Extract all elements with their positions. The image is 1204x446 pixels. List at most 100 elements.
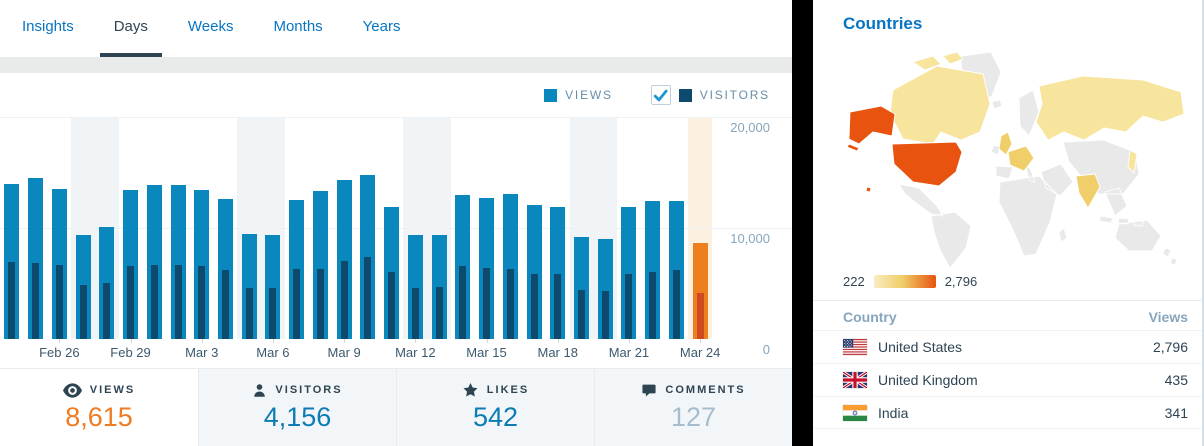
bar-mar-15[interactable] — [479, 198, 495, 339]
country-name[interactable]: India — [878, 404, 909, 421]
visitors-inner-bar — [530, 274, 538, 339]
chart-gridline — [0, 117, 792, 118]
in-flag-icon — [843, 404, 867, 421]
visitors-inner-bar — [293, 269, 301, 339]
bar-feb-26[interactable] — [51, 189, 67, 339]
tab-insights[interactable]: Insights — [22, 18, 74, 35]
tab-days[interactable]: Days — [99, 0, 162, 57]
visitors-swatch-icon — [678, 88, 692, 102]
summary-tab-views[interactable]: VIEWS 8,615 — [0, 369, 198, 446]
views-swatch-icon — [544, 88, 558, 102]
bar-mar-23[interactable] — [668, 201, 684, 339]
visitors-inner-bar — [79, 285, 87, 339]
country-row-united-states[interactable]: United States 2,796 — [813, 330, 1202, 363]
summary-value-likes: 542 — [472, 402, 519, 432]
bar-mar-16[interactable] — [502, 194, 518, 339]
bar-mar-18[interactable] — [550, 207, 566, 339]
country-column-header: Country — [843, 309, 897, 325]
visitors-inner-bar — [506, 269, 514, 339]
bar-mar-13[interactable] — [431, 235, 447, 339]
period-tabbar: Insights Days Weeks Months Years — [0, 0, 792, 57]
bar-mar-5[interactable] — [241, 234, 257, 339]
visitors-inner-bar — [411, 288, 419, 339]
bar-mar-24[interactable] — [692, 243, 708, 339]
visitors-inner-bar — [696, 293, 704, 339]
world-map[interactable] — [843, 46, 1188, 271]
bar-mar-10[interactable] — [360, 175, 376, 339]
x-axis-label: Mar 3 — [185, 345, 219, 360]
summary-tab-comments[interactable]: COMMENTS 127 — [594, 369, 792, 446]
bar-mar-8[interactable] — [312, 191, 328, 339]
tab-weeks[interactable]: Weeks — [187, 18, 234, 35]
x-axis-label: Mar 24 — [679, 345, 721, 360]
bar-mar-12[interactable] — [407, 235, 423, 339]
map-region-europe — [1007, 145, 1035, 172]
gb-flag-icon — [843, 372, 867, 388]
country-name[interactable]: United States — [878, 339, 963, 355]
countries-table-body: United States 2,796 United Kingdom 435 India… — [813, 330, 1202, 429]
map-country-uk — [998, 131, 1013, 156]
bar-mar-9[interactable] — [336, 180, 352, 339]
bar-feb-28[interactable] — [99, 227, 115, 339]
summary-label-text: LIKES — [486, 384, 530, 396]
x-axis-label: Feb 29 — [110, 345, 151, 360]
bar-feb-24[interactable] — [4, 184, 20, 339]
bar-mar-17[interactable] — [526, 205, 542, 339]
country-views-value: 341 — [1164, 404, 1188, 421]
bar-mar-6[interactable] — [265, 235, 281, 339]
map-country-russia — [1035, 75, 1185, 141]
visitors-inner-bar — [459, 266, 467, 339]
views-column-header: Views — [1148, 309, 1188, 325]
country-row-united-kingdom[interactable]: United Kingdom 435 — [813, 363, 1202, 396]
x-axis-tick — [130, 339, 132, 343]
x-axis-label: Feb 26 — [39, 345, 80, 360]
views-legend-label: VIEWS — [565, 88, 613, 102]
person-icon — [252, 383, 267, 398]
bar-mar-1[interactable] — [146, 185, 162, 339]
visitors-inner-bar — [8, 262, 16, 339]
x-axis-labels: Feb 26 Feb 29 Mar 3 Mar 6 Mar 9 Mar 12 Mar 15 M… — [0, 339, 792, 368]
summary-tab-visitors[interactable]: VISITORS 4,156 — [198, 369, 396, 446]
bar-mar-3[interactable] — [194, 190, 210, 339]
bar-feb-27[interactable] — [75, 235, 91, 339]
country-name[interactable]: United Kingdom — [878, 372, 978, 388]
summary-value-comments: 127 — [670, 401, 717, 432]
world-map-svg — [846, 51, 1185, 269]
country-row-india[interactable]: India 341 — [813, 396, 1202, 429]
visitors-inner-bar — [221, 270, 229, 339]
summary-label-text: COMMENTS — [665, 384, 746, 396]
visitors-inner-bar — [55, 265, 63, 339]
bar-mar-11[interactable] — [384, 207, 400, 339]
bar-mar-4[interactable] — [217, 199, 233, 339]
visitors-checkbox[interactable] — [650, 85, 671, 105]
visitors-inner-bar — [554, 274, 562, 339]
country-views-value: 435 — [1164, 372, 1188, 388]
bar-mar-21[interactable] — [621, 207, 637, 339]
comment-icon — [641, 383, 657, 398]
bar-mar-14[interactable] — [455, 195, 471, 339]
checkmark-icon — [654, 89, 668, 101]
summary-value-views: 8,615 — [65, 401, 133, 432]
bar-feb-29[interactable] — [123, 190, 139, 339]
bar-feb-25[interactable] — [28, 178, 44, 339]
visitors-inner-bar — [127, 266, 135, 339]
visitors-inner-bar — [364, 257, 372, 339]
summary-label-visitors: VISITORS — [252, 383, 342, 398]
bar-mar-20[interactable] — [597, 239, 613, 339]
star-icon — [462, 382, 479, 398]
summary-tab-likes[interactable]: LIKES 542 — [396, 369, 594, 446]
chart-card: VIEWS VISITORS 20,000 10,000 0 Feb 26 Feb 2… — [0, 73, 792, 446]
summary-label-text: VISITORS — [275, 384, 343, 396]
scale-gradient-bar — [873, 275, 936, 288]
tab-months[interactable]: Months — [273, 18, 323, 35]
bar-mar-19[interactable] — [573, 237, 589, 339]
map-base-landmass — [898, 51, 1178, 269]
bar-mar-2[interactable] — [170, 185, 186, 339]
tab-years[interactable]: Years — [362, 18, 401, 35]
x-axis-label: Mar 9 — [327, 345, 361, 360]
visitors-inner-bar — [174, 265, 182, 339]
x-axis-label: Mar 6 — [256, 345, 290, 360]
bar-mar-22[interactable] — [645, 201, 661, 339]
bar-mar-7[interactable] — [289, 200, 305, 339]
